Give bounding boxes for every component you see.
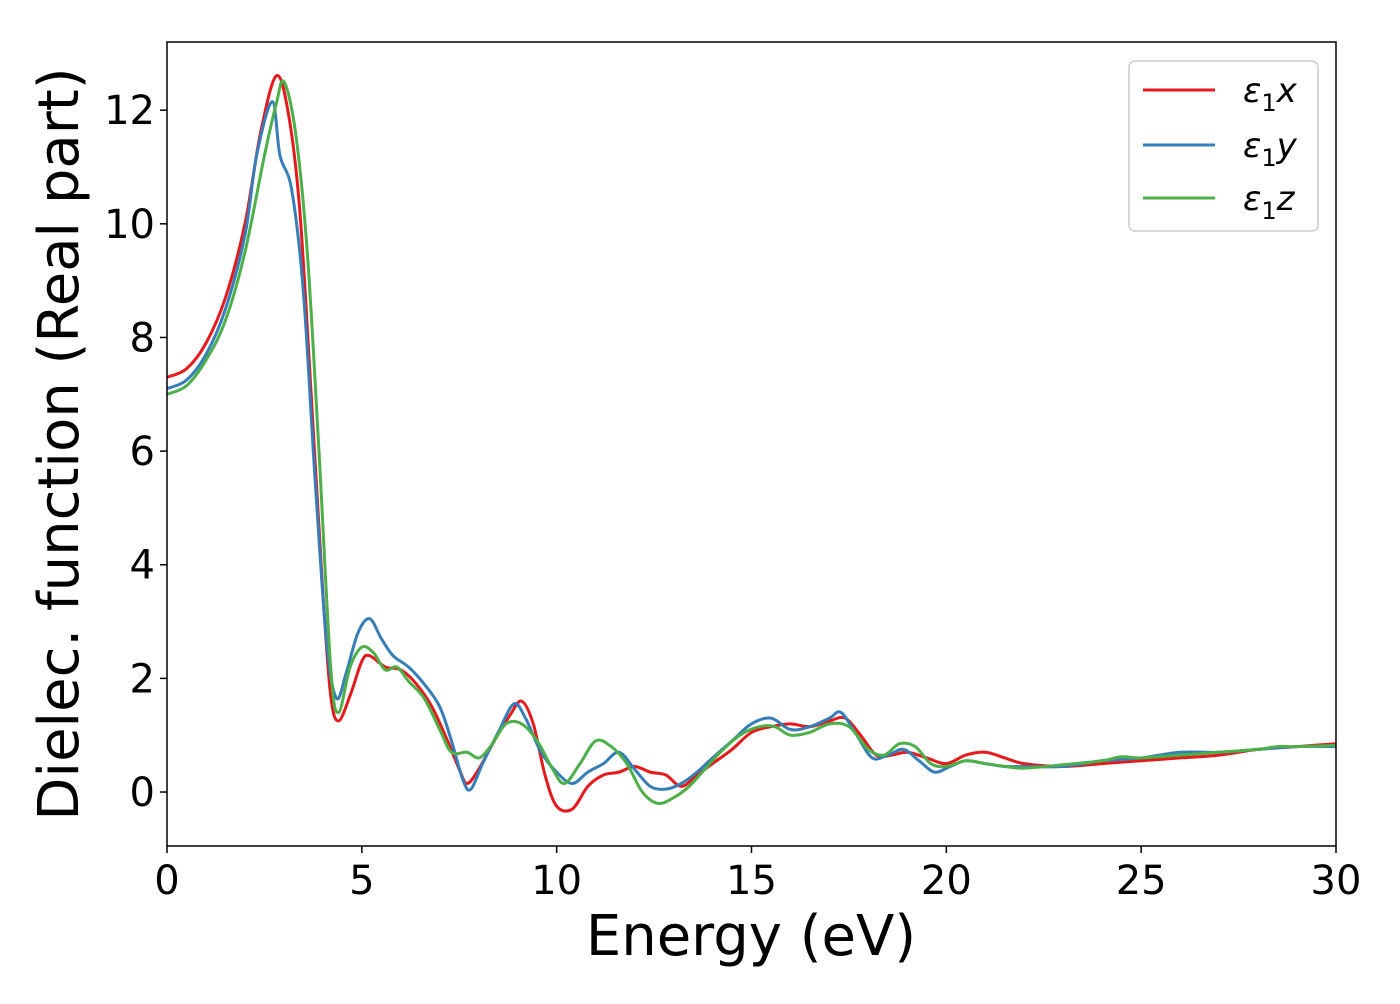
y-axis-ticks: 0 2 4 6 8 10 12	[104, 88, 167, 816]
legend-box	[1128, 60, 1319, 232]
x-tick-label: 5	[349, 858, 374, 904]
y-axis-label: Dielec. function (Real part)	[27, 67, 92, 820]
series-line-z	[167, 79, 1336, 806]
legend-label-z: ε1z	[1243, 179, 1296, 225]
x-tick-label: 20	[921, 858, 972, 904]
x-tick-label: 15	[726, 858, 777, 904]
y-tick-label: 8	[130, 315, 155, 361]
y-tick-label: 0	[130, 770, 155, 816]
x-tick-label: 25	[1116, 858, 1167, 904]
x-axis-label: Energy (eV)	[586, 904, 916, 969]
legend-label-x: ε1x	[1243, 71, 1298, 117]
y-tick-label: 4	[130, 543, 155, 589]
y-tick-label: 2	[130, 656, 155, 702]
x-tick-label: 0	[154, 858, 179, 904]
y-tick-label: 12	[104, 88, 155, 134]
x-axis-ticks: 0 5 10 15 20 25 30	[154, 846, 1361, 904]
x-tick-label: 30	[1311, 858, 1362, 904]
x-tick-label: 10	[531, 858, 582, 904]
y-tick-label: 6	[130, 429, 155, 475]
y-tick-label: 10	[104, 202, 155, 248]
series-layer	[167, 74, 1336, 813]
legend-label-y: ε1y	[1243, 126, 1298, 172]
legend: ε1x ε1y ε1z	[1128, 60, 1319, 232]
